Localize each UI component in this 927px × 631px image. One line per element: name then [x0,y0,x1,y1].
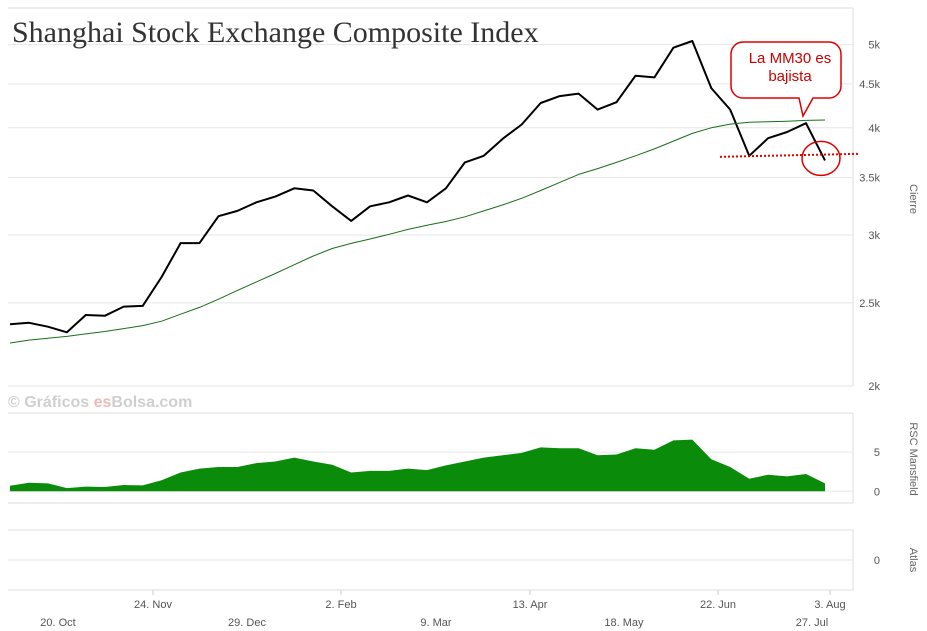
x-tick-label: 18. May [604,617,644,629]
support-line [719,152,859,158]
price-tick-label: 3.5k [859,173,880,185]
chart-title: Shanghai Stock Exchange Composite Index [12,16,539,49]
x-tick-label: 27. Jul [796,617,828,629]
x-tick-label: 29. Dec [228,617,266,629]
tick-label-layer: 2k 2.5k 3k 3.5k 4k 4.5k 5k 0 5 0 24. Nov 2. Feb 13. … [40,40,880,629]
x-tick-label: 20. Oct [40,617,75,629]
x-tick-label: 13. Apr [513,599,548,611]
x-tick-label: 2. Feb [325,599,356,611]
price-tick-label: 4.5k [859,79,880,91]
callout-line-2: bajista [768,68,812,85]
price-tick-label: 4k [868,123,880,135]
x-tick-label: 9. Mar [420,617,452,629]
price-tick-label: 2.5k [859,298,880,310]
x-tick-label: 3. Aug [814,599,845,611]
price-line [9,40,826,334]
annotation-layer [719,140,859,177]
watermark: © Gráficos esBolsa.com [8,394,192,411]
callout-bubble: La MM30 es bajista [730,41,842,119]
price-axis-title: Cierre [907,184,919,214]
price-tick-label: 3k [868,230,880,242]
atlas-axis-title: Atlas [907,548,919,573]
rsc-area-layer [9,439,826,492]
highlight-circle [801,140,841,177]
line-layer [9,40,826,344]
atlas-tick-label: 0 [874,555,880,567]
x-tick-label: 24. Nov [134,599,172,611]
x-tick-label: 22. Jun [700,599,736,611]
rsc-axis-title: RSC Mansfield [907,422,919,495]
rsc-mansfield-area [10,439,825,492]
rsc-tick-label: 5 [874,447,880,459]
price-tick-label: 2k [868,381,880,393]
moving-average-line [9,119,826,344]
rsc-tick-label: 0 [874,486,880,498]
grid-lines [8,7,854,595]
callout-line-1: La MM30 es [749,50,832,67]
price-tick-label: 5k [868,40,880,52]
